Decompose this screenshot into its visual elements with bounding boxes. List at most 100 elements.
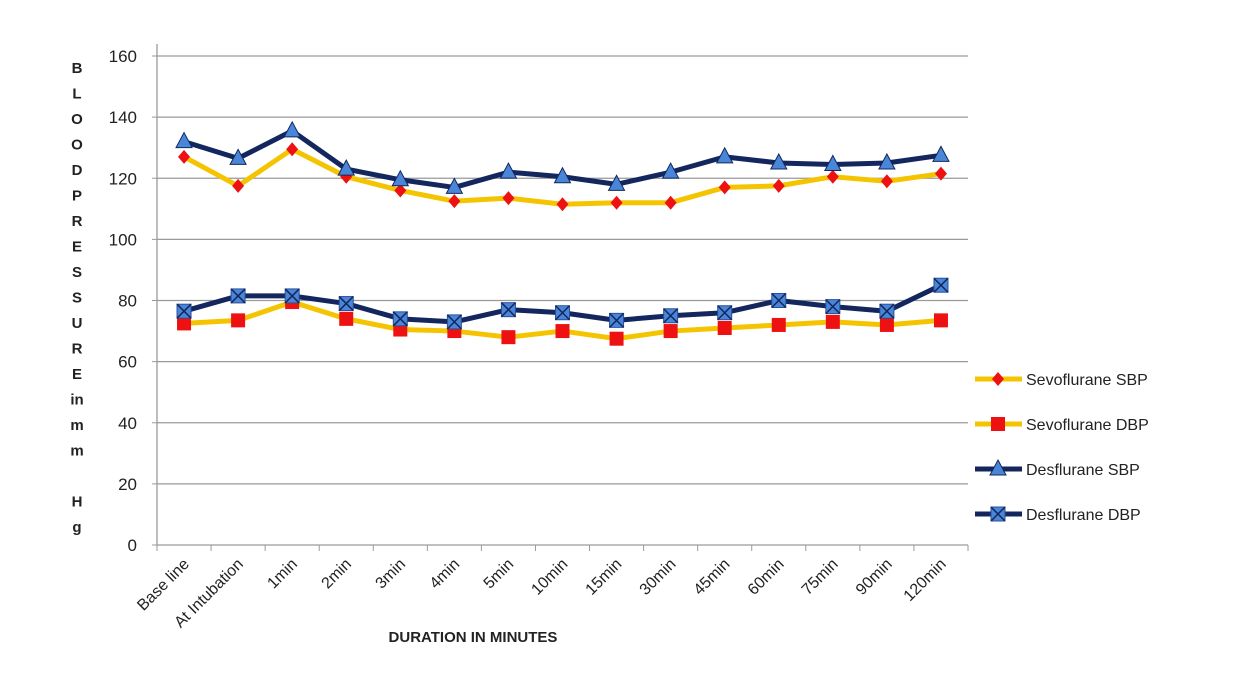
legend-label-desflurane-sbp: Desflurane SBP — [1026, 462, 1140, 479]
data-point-sevoflurane-sbp — [394, 183, 407, 198]
y-tick-label: 120 — [109, 169, 137, 188]
x-tick-label: 45min — [691, 556, 734, 599]
data-point-desflurane-dbp-cross — [879, 303, 895, 319]
data-point-sevoflurane-dbp — [663, 324, 678, 339]
data-point-desflurane-dbp-cross — [717, 305, 733, 321]
data-point-desflurane-sbp — [391, 169, 410, 187]
data-point-sevoflurane-sbp — [772, 178, 785, 193]
data-point-desflurane-dbp-cross — [230, 288, 246, 304]
data-point-desflurane-dbp-cross — [554, 305, 571, 321]
legend-marker-desflurane-sbp — [989, 458, 1007, 476]
data-point-sevoflurane-sbp — [880, 174, 893, 189]
data-point-desflurane-sbp — [607, 174, 626, 191]
data-point-desflurane-sbp — [769, 152, 788, 170]
x-tick-label: 75min — [799, 556, 842, 599]
y-tick-label: 40 — [118, 414, 137, 433]
y-axis-label-letter: E — [72, 239, 82, 256]
y-axis-label-letter: L — [72, 86, 81, 103]
data-point-sevoflurane-sbp — [664, 195, 677, 210]
data-point-desflurane-dbp-cross — [284, 288, 300, 304]
data-point-desflurane-sbp — [661, 162, 680, 179]
data-point-sevoflurane-sbp — [502, 191, 515, 206]
data-point-sevoflurane-dbp — [933, 313, 948, 328]
data-point-desflurane-sbp — [823, 154, 842, 171]
y-tick-label: 100 — [109, 230, 137, 249]
data-point-desflurane-sbp — [932, 145, 950, 162]
data-point-sevoflurane-dbp — [339, 311, 354, 326]
data-point-sevoflurane-dbp — [501, 330, 516, 345]
legend-label-sevoflurane-sbp: Sevoflurane SBP — [1026, 372, 1148, 389]
y-tick-label: 140 — [109, 108, 137, 127]
data-point-sevoflurane-dbp — [825, 314, 840, 329]
y-axis-label-letter: S — [72, 264, 82, 281]
data-point-sevoflurane-dbp — [717, 321, 732, 336]
data-point-desflurane-sbp — [283, 120, 302, 138]
y-axis-label-letter: P — [72, 188, 82, 205]
data-point-sevoflurane-sbp — [934, 166, 947, 181]
y-tick-label: 20 — [118, 475, 137, 494]
data-point-desflurane-sbp — [229, 148, 247, 165]
x-tick-label: 15min — [583, 556, 626, 599]
x-tick-label: 4min — [427, 556, 464, 593]
y-axis-label-letter: in — [70, 392, 83, 409]
y-axis-label-letter: O — [71, 111, 83, 128]
y-axis-label-letter: S — [72, 290, 82, 307]
data-point-sevoflurane-sbp — [286, 142, 299, 157]
legend-marker-sevoflurane-sbp — [992, 372, 1004, 386]
x-tick-label: 1min — [264, 556, 301, 593]
data-point-sevoflurane-sbp — [610, 195, 623, 210]
legend-label-desflurane-dbp: Desflurane DBP — [1026, 507, 1141, 524]
y-tick-label: 60 — [118, 353, 137, 372]
y-tick-label: 160 — [109, 47, 137, 66]
data-point-desflurane-dbp-cross — [609, 312, 625, 328]
data-point-desflurane-dbp-cross — [446, 314, 462, 330]
y-axis-label-letter: U — [72, 315, 83, 332]
data-point-sevoflurane-sbp — [826, 169, 839, 184]
data-point-desflurane-sbp — [499, 162, 518, 179]
legend-label-sevoflurane-dbp: Sevoflurane DBP — [1026, 417, 1149, 434]
x-axis-label: DURATION IN MINUTES — [389, 629, 558, 646]
data-point-sevoflurane-sbp — [718, 180, 731, 195]
x-tick-label: 2min — [319, 556, 356, 593]
y-axis-label-letter: D — [72, 162, 83, 179]
data-point-desflurane-dbp-cross — [500, 302, 516, 318]
data-point-sevoflurane-dbp — [879, 317, 894, 332]
y-axis-label-letter: g — [72, 519, 81, 536]
y-axis-label-letter: R — [72, 213, 83, 230]
data-point-desflurane-dbp-cross — [176, 303, 192, 319]
legend-marker-sevoflurane-dbp — [991, 417, 1005, 431]
data-point-desflurane-dbp-cross — [338, 296, 354, 312]
data-point-desflurane-sbp — [445, 177, 464, 194]
data-point-desflurane-dbp-cross — [825, 299, 841, 315]
y-axis-label-letter: O — [71, 137, 83, 154]
data-point-desflurane-dbp-cross — [771, 292, 787, 309]
data-point-sevoflurane-sbp — [556, 197, 569, 212]
y-axis-label-letter: m — [70, 417, 83, 434]
y-tick-label: 0 — [128, 536, 137, 555]
data-point-desflurane-sbp — [878, 152, 896, 170]
y-axis-label-letter: H — [72, 494, 83, 511]
y-axis-label-letter: R — [72, 341, 83, 358]
y-axis-label-letter: m — [70, 443, 83, 460]
x-tick-label: 3min — [373, 556, 410, 593]
data-point-sevoflurane-sbp — [448, 194, 461, 209]
data-point-sevoflurane-dbp — [177, 316, 192, 331]
x-tick-label: 90min — [853, 556, 896, 599]
data-point-sevoflurane-sbp — [232, 178, 245, 193]
x-tick-label: 120min — [901, 556, 950, 605]
y-axis-label-letter: B — [72, 60, 83, 77]
x-tick-label: 30min — [637, 556, 680, 599]
data-point-desflurane-dbp-cross — [933, 277, 949, 293]
data-point-sevoflurane-sbp — [178, 149, 191, 164]
data-point-desflurane-sbp — [553, 166, 572, 184]
x-tick-label: 10min — [528, 556, 571, 599]
data-point-sevoflurane-dbp — [231, 313, 246, 328]
data-point-desflurane-sbp — [715, 146, 734, 164]
legend-marker-desflurane-dbp-cross — [990, 506, 1006, 522]
data-point-desflurane-dbp-cross — [663, 308, 679, 324]
x-tick-label: 5min — [481, 556, 518, 593]
data-point-desflurane-sbp — [175, 131, 193, 149]
x-tick-label: 60min — [745, 556, 788, 599]
